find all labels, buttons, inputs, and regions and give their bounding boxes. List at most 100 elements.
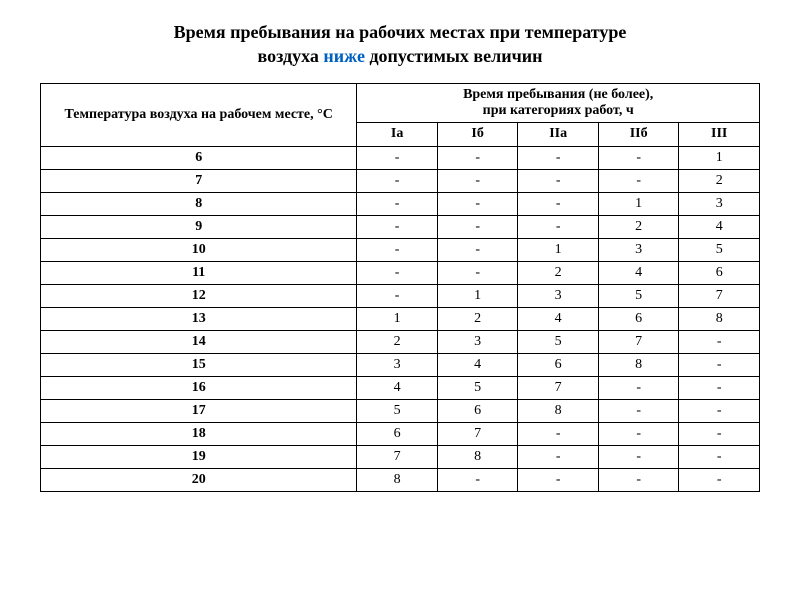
cell-value: 6 <box>357 422 438 445</box>
cell-temperature: 13 <box>41 307 357 330</box>
cell-value: - <box>518 468 599 491</box>
header-category: IIб <box>598 122 679 146</box>
cell-value: 4 <box>437 353 518 376</box>
header-category: IIа <box>518 122 599 146</box>
cell-value: - <box>598 422 679 445</box>
cell-value: - <box>437 238 518 261</box>
table-row: 1978--- <box>41 445 760 468</box>
table-body: 6----17----28---139---2410--13511--24612… <box>41 146 760 491</box>
cell-value: - <box>437 215 518 238</box>
cell-value: 6 <box>437 399 518 422</box>
cell-value: 5 <box>598 284 679 307</box>
cell-temperature: 12 <box>41 284 357 307</box>
table-row: 142357- <box>41 330 760 353</box>
cell-value: - <box>357 169 438 192</box>
table-row: 208---- <box>41 468 760 491</box>
cell-value: 8 <box>679 307 760 330</box>
cell-value: 4 <box>357 376 438 399</box>
cell-temperature: 17 <box>41 399 357 422</box>
table-row: 6----1 <box>41 146 760 169</box>
cell-value: - <box>518 445 599 468</box>
cell-temperature: 20 <box>41 468 357 491</box>
cell-value: 7 <box>518 376 599 399</box>
cell-value: 7 <box>357 445 438 468</box>
cell-value: 3 <box>598 238 679 261</box>
cell-temperature: 14 <box>41 330 357 353</box>
cell-value: - <box>437 468 518 491</box>
cell-value: 2 <box>518 261 599 284</box>
cell-value: 1 <box>357 307 438 330</box>
title-line2-before: воздуха <box>258 46 324 66</box>
cell-value: 7 <box>598 330 679 353</box>
table-row: 1867--- <box>41 422 760 445</box>
cell-value: 1 <box>679 146 760 169</box>
table-row: 153468- <box>41 353 760 376</box>
cell-value: 1 <box>437 284 518 307</box>
cell-value: - <box>518 422 599 445</box>
cell-value: 2 <box>357 330 438 353</box>
cell-value: 7 <box>437 422 518 445</box>
cell-value: - <box>679 422 760 445</box>
header-temperature: Температура воздуха на рабочем месте, °С <box>41 83 357 146</box>
cell-value: - <box>679 376 760 399</box>
cell-value: 4 <box>598 261 679 284</box>
title-highlight: ниже <box>323 46 365 66</box>
cell-value: - <box>598 169 679 192</box>
header-category: Iа <box>357 122 438 146</box>
table-row: 1312468 <box>41 307 760 330</box>
table-row: 9---24 <box>41 215 760 238</box>
cell-value: 6 <box>598 307 679 330</box>
cell-value: - <box>679 468 760 491</box>
cell-value: 1 <box>598 192 679 215</box>
cell-value: - <box>437 146 518 169</box>
title-line2-after: допустимых величин <box>365 46 543 66</box>
cell-value: 2 <box>437 307 518 330</box>
cell-value: - <box>679 353 760 376</box>
cell-value: - <box>437 192 518 215</box>
title-line1: Время пребывания на рабочих местах при т… <box>174 22 627 42</box>
cell-value: - <box>679 330 760 353</box>
cell-value: 5 <box>679 238 760 261</box>
cell-value: - <box>357 284 438 307</box>
cell-value: 4 <box>518 307 599 330</box>
cell-value: - <box>437 169 518 192</box>
cell-value: - <box>357 192 438 215</box>
cell-value: 8 <box>357 468 438 491</box>
cell-value: 1 <box>518 238 599 261</box>
cell-value: 7 <box>679 284 760 307</box>
cell-value: 6 <box>518 353 599 376</box>
cell-value: 3 <box>518 284 599 307</box>
cell-value: 2 <box>679 169 760 192</box>
cell-temperature: 7 <box>41 169 357 192</box>
cell-value: 4 <box>679 215 760 238</box>
header-exposure: Время пребывания (не более), при категор… <box>357 83 760 122</box>
cell-value: - <box>357 215 438 238</box>
cell-value: 5 <box>357 399 438 422</box>
cell-value: 3 <box>357 353 438 376</box>
cell-value: 8 <box>437 445 518 468</box>
header-exposure-line1: Время пребывания (не более), <box>463 87 653 102</box>
cell-value: - <box>518 169 599 192</box>
cell-value: 3 <box>679 192 760 215</box>
cell-value: - <box>518 215 599 238</box>
header-category: III <box>679 122 760 146</box>
cell-temperature: 19 <box>41 445 357 468</box>
cell-value: - <box>518 146 599 169</box>
header-exposure-line2: при категориях работ, ч <box>483 103 634 118</box>
cell-value: - <box>679 445 760 468</box>
header-category: Iб <box>437 122 518 146</box>
table-row: 8---13 <box>41 192 760 215</box>
cell-value: 8 <box>518 399 599 422</box>
cell-value: - <box>598 468 679 491</box>
cell-value: - <box>598 376 679 399</box>
cell-value: - <box>357 146 438 169</box>
cell-temperature: 18 <box>41 422 357 445</box>
table-row: 16457-- <box>41 376 760 399</box>
cell-value: 5 <box>518 330 599 353</box>
cell-value: 8 <box>598 353 679 376</box>
cell-value: 2 <box>598 215 679 238</box>
page-title: Время пребывания на рабочих местах при т… <box>40 20 760 69</box>
cell-value: 6 <box>679 261 760 284</box>
cell-value: - <box>679 399 760 422</box>
cell-value: - <box>437 261 518 284</box>
